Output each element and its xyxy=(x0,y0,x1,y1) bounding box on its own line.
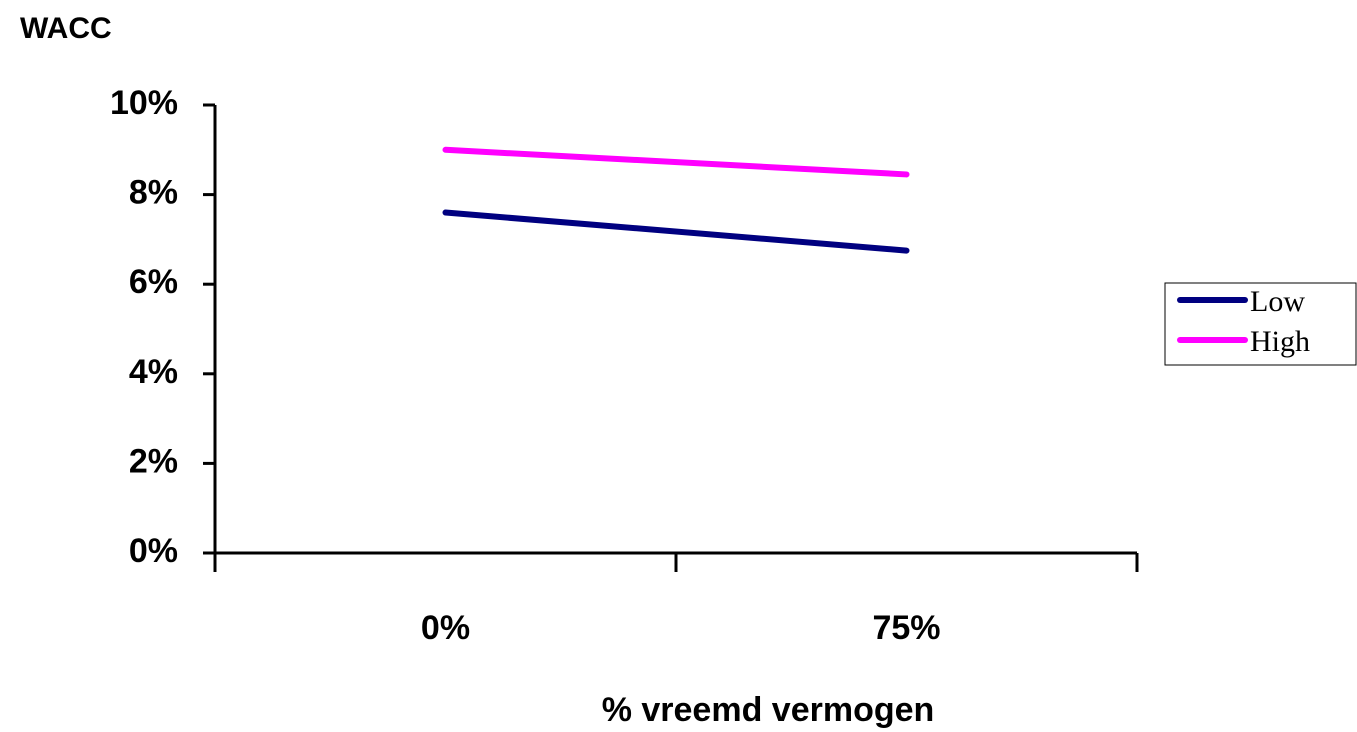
y-tick-label: 8% xyxy=(129,174,178,212)
legend-box xyxy=(1164,282,1357,366)
y-tick-label: 4% xyxy=(129,353,178,391)
legend-label: High xyxy=(1250,325,1310,358)
y-tick-label: 0% xyxy=(129,532,178,570)
legend-label: Low xyxy=(1250,285,1305,318)
line xyxy=(442,146,910,178)
y-tick-label: 6% xyxy=(129,263,178,301)
y-tick-label: 2% xyxy=(129,442,178,480)
x-axis-label: % vreemd vermogen xyxy=(602,691,935,729)
line xyxy=(442,209,910,254)
y-tick-label: 10% xyxy=(110,84,178,122)
x-tick-label: 75% xyxy=(872,609,940,647)
chart-title: WACC xyxy=(20,12,112,45)
x-tick-label: 0% xyxy=(421,609,470,647)
